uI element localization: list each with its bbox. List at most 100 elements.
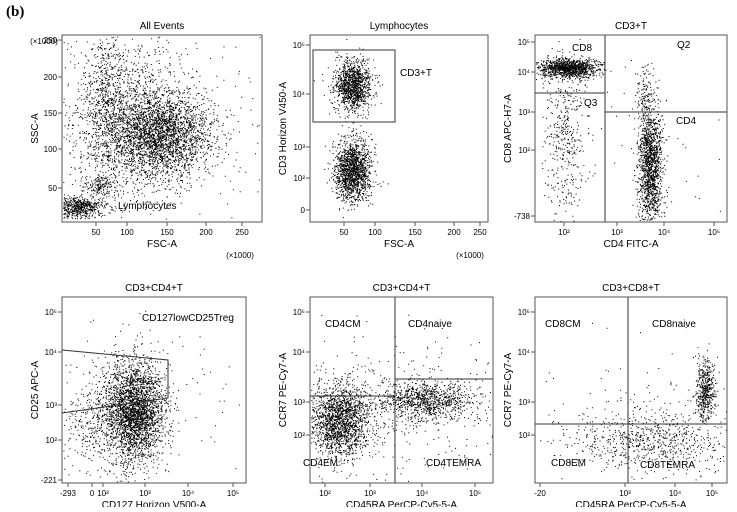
y-tick-label: 10² [293,174,305,183]
x-tick-label: 10² [319,489,331,498]
panel: CD3+CD4+T CD127 Horizon V500-A CD25 APC-A -… [30,283,247,511]
x-tick-label: 250 [235,228,249,237]
gate-label: CD8naive [652,319,696,330]
x-tick-label: 10⁵ [706,489,718,498]
x-tick-label: 10² [97,489,109,498]
x-tick-label: 10³ [139,489,151,498]
gate-label: Q3 [584,98,598,109]
events [311,314,493,483]
y-tick-label: 10⁴ [293,90,306,99]
gate-label: CD4CM [325,319,361,330]
panel: CD3+CD8+T CD45RA PerCP-Cy5-5-A CCR7 PE-Cy7… [503,283,728,511]
y-tick-label: 10² [518,431,530,440]
x-tick-label: 250 [473,228,487,237]
y-axis-label: SSC-A [30,113,41,144]
plot-frame [309,34,489,223]
y-tick-label: 10⁴ [518,68,531,77]
x-axis-label: CD45RA PerCP-Cy5-5-A [575,500,686,507]
y-tick-label: 10² [293,431,305,440]
plot-frame [61,34,263,223]
panel: CD3+CD4+T CD45RA PerCP-Cy5-5-A CCR7 PE-Cy7… [278,283,494,511]
y-tick-label: 10⁵ [518,308,530,317]
x-axis-label: FSC-A [147,239,177,250]
x-tick-label: 10⁴ [658,228,671,237]
x-tick-label: -20 [534,489,546,498]
gate-shape [312,49,396,123]
gate-label: CD127lowCD25Treg [142,313,234,324]
y-tick-label: 50 [48,184,57,193]
x-tick-label: 10⁴ [416,489,429,498]
plot-frame [61,296,247,484]
x-tick-label: 10⁵ [227,489,239,498]
y-tick-label: 10⁴ [293,348,306,357]
x-tick-label: 150 [160,228,174,237]
events [536,38,721,222]
gate-label: CD8CM [545,319,581,330]
gate-label: CD8 [572,43,592,54]
panel: Lymphocytes FSC-A CD3 Horizon V450-A 50 100 1… [278,21,489,260]
y-tick-label: 250 [44,36,58,45]
y-tick-label: 10⁵ [293,308,305,317]
y-tick-label: 10⁴ [45,348,58,357]
figure-label: (b) [6,4,24,20]
y-tick-label: 200 [44,73,58,82]
x-tick-label: -293 [60,489,77,498]
plot-frame [534,34,728,223]
plot-frame [534,296,728,484]
y-tick-label: -738 [514,212,531,221]
gate-label: CD8TEMRA [640,460,695,471]
x-axis-label: CD4 FITC-A [604,239,659,250]
x-tick-label: 100 [368,228,382,237]
panel-title: CD3+T [615,21,647,32]
x-tick-label: 10³ [619,489,631,498]
y-tick-label: 10³ [45,401,57,410]
y-tick-label: 10⁵ [518,38,530,47]
x-axis-label: CD45RA PerCP-Cy5-5-A [346,500,457,507]
x-axis-label: FSC-A [384,239,414,250]
x-axis-label: CD127 Horizon V500-A [102,500,207,507]
panel-title: CD3+CD4+T [373,283,431,294]
events [63,310,240,483]
gate-label: Q2 [677,40,691,51]
plot-frame [309,296,494,484]
gate-label: CD4naive [408,319,452,330]
gate-label: CD4EM [303,458,338,469]
x-tick-label: 0 [90,489,95,498]
gate-shape [61,349,169,414]
gate-label: CD4 [676,116,696,127]
y-axis-label: CCR7 PE-Cy7-A [503,352,514,427]
y-tick-label: 150 [44,109,58,118]
y-tick-label: 10³ [518,108,530,117]
y-axis-label: CD25 APC-A [30,360,41,419]
y-tick-label: 10⁵ [293,41,305,50]
y-axis-label: CD8 APC-H7-A [503,94,514,163]
panel-title: CD3+CD8+T [602,283,660,294]
x-tick-label: 10³ [364,489,376,498]
x-tick-label: 150 [408,228,422,237]
y-tick-label: 10⁵ [45,308,57,317]
y-tick-label: 10³ [518,398,530,407]
x-tick-label: 10³ [611,228,623,237]
y-tick-label: 10³ [293,143,305,152]
x-unit: (×1000) [226,251,254,260]
x-tick-label: 50 [92,228,101,237]
x-tick-label: 10⁵ [469,489,481,498]
y-tick-label: 10² [45,436,57,445]
x-tick-label: 10² [558,228,570,237]
panel: All Events FSC-A SSC-A 50 100 150 200 250 250 200… [30,21,263,260]
y-tick-label: -221 [41,476,58,485]
y-tick-label: 10³ [293,398,305,407]
x-unit: (×1000) [456,251,484,260]
panel-title: All Events [140,21,184,32]
x-tick-label: 10⁵ [708,228,720,237]
y-axis-label: CCR7 PE-Cy7-A [278,352,289,427]
x-tick-label: 200 [447,228,461,237]
y-axis-label: CD3 Horizon V450-A [278,81,289,175]
y-unit: (×1000) [30,37,58,46]
gate-label: CD3+T [400,68,432,79]
gate-label: Lymphocytes [118,201,177,212]
events [313,39,389,219]
y-tick-label: 10⁴ [518,348,531,357]
x-tick-label: 10⁴ [669,489,682,498]
